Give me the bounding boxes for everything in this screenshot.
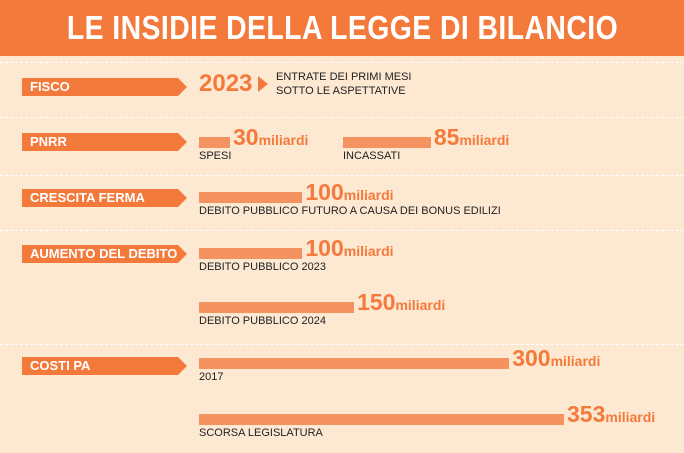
bar-value-unit: miliardi xyxy=(459,132,510,148)
divider xyxy=(0,62,684,63)
category-aumento-debito: AUMENTO DEL DEBITO xyxy=(22,245,187,263)
bar-category-label: DEBITO PUBBLICO 2024 xyxy=(199,315,326,327)
divider xyxy=(0,344,684,345)
divider xyxy=(0,230,684,231)
bar-value-number: 300 xyxy=(512,345,551,371)
bar-value-label: 300miliardi xyxy=(512,347,600,370)
bar xyxy=(199,414,564,425)
fisco-text: ENTRATE DEI PRIMI MESI SOTTO LE ASPETTAT… xyxy=(276,71,411,99)
bar-category-label: DEBITO PUBBLICO FUTURO A CAUSA DEI BONUS… xyxy=(199,205,501,217)
bar-value-number: 30 xyxy=(233,124,259,150)
category-pnrr: PNRR xyxy=(22,133,187,151)
bar xyxy=(199,248,303,259)
category-crescita-ferma: CRESCITA FERMA xyxy=(22,189,187,207)
bar-value-label: 150miliardi xyxy=(357,291,445,314)
fisco-text-line-2: SOTTO LE ASPETTATIVE xyxy=(276,84,406,97)
bar-value-number: 100 xyxy=(305,179,344,205)
bar-value-label: 30miliardi xyxy=(233,126,308,149)
category-costi-pa: COSTI PA xyxy=(22,357,187,375)
category-fisco: FISCO xyxy=(22,78,187,96)
bar-value-label: 85miliardi xyxy=(434,126,509,149)
bar-value-number: 353 xyxy=(567,401,606,427)
bar-value-label: 100miliardi xyxy=(305,237,393,260)
divider xyxy=(0,117,684,118)
bar xyxy=(343,137,431,148)
bar xyxy=(199,192,303,203)
bar-value-number: 100 xyxy=(305,235,344,261)
bar-value-unit: miliardi xyxy=(605,409,656,425)
bar-value-unit: miliardi xyxy=(343,243,394,259)
bar-category-label: SCORSA LEGISLATURA xyxy=(199,427,323,439)
bar-category-label: 2017 xyxy=(199,371,224,383)
bar-category-label: SPESI xyxy=(199,150,232,162)
arrow-right-icon xyxy=(258,76,268,92)
bar-value-unit: miliardi xyxy=(550,353,601,369)
title-bar: LE INSIDIE DELLA LEGGE DI BILANCIO xyxy=(0,0,684,56)
bar xyxy=(199,302,355,313)
divider xyxy=(0,175,684,176)
fisco-year: 2023 xyxy=(199,70,253,97)
bar-value-number: 150 xyxy=(357,289,396,315)
bar-category-label: DEBITO PUBBLICO 2023 xyxy=(199,261,326,273)
bar xyxy=(199,358,510,369)
bar-value-unit: miliardi xyxy=(343,187,394,203)
bar-value-label: 353miliardi xyxy=(567,403,655,426)
bar xyxy=(199,137,231,148)
bar-value-label: 100miliardi xyxy=(305,181,393,204)
fisco-text-line-1: ENTRATE DEI PRIMI MESI xyxy=(276,71,412,83)
page-title: LE INSIDIE DELLA LEGGE DI BILANCIO xyxy=(66,9,618,46)
bar-category-label: INCASSATI xyxy=(343,150,401,162)
bar-value-number: 85 xyxy=(433,124,460,150)
bar-value-unit: miliardi xyxy=(395,297,446,313)
bar-value-unit: miliardi xyxy=(258,132,309,148)
